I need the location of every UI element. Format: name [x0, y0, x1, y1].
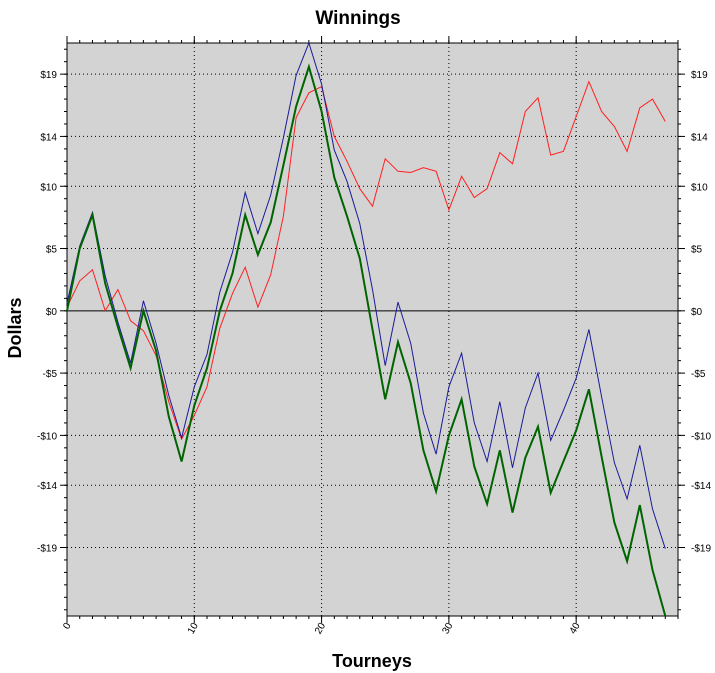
x-tick-label: 30 [440, 621, 455, 637]
y-tick-label-left: -$5 [43, 369, 58, 380]
labels-layer: $19 $19 $14 $14 $10 $10 $5 $5 $0 $0 -$5 -$5 -$10 -$10… [37, 70, 711, 636]
x-tick-label: 10 [186, 621, 201, 637]
series-layer [66, 41, 667, 617]
y-tick-label-right: -$19 [691, 543, 711, 554]
x-tick-label: 40 [568, 621, 583, 637]
y-tick-label-left: -$19 [37, 543, 57, 554]
y-tick-label-right: -$5 [691, 369, 706, 380]
y-tick-label-left: $14 [40, 132, 57, 143]
y-tick-label-right: $19 [691, 70, 708, 81]
y-tick-label-right: $10 [691, 182, 708, 193]
x-tick-label: 20 [313, 621, 328, 637]
y-tick-label-left: $5 [46, 245, 58, 256]
y-tick-label-left: -$10 [37, 431, 57, 442]
y-tick-label-left: $0 [46, 307, 58, 318]
y-tick-label-right: $0 [691, 307, 703, 318]
y-tick-label-right: $5 [691, 245, 703, 256]
y-tick-label-right: $14 [691, 132, 708, 143]
series-line-3 [66, 63, 667, 617]
y-tick-label-left: -$14 [37, 481, 57, 492]
series-line-2 [66, 41, 666, 549]
y-tick-label-left: $10 [40, 182, 57, 193]
y-tick-label-right: -$14 [691, 481, 711, 492]
ticks-layer [60, 36, 685, 623]
x-tick-label: 0 [61, 621, 74, 632]
series-line-1 [66, 80, 666, 441]
grid-layer [67, 43, 678, 616]
y-tick-label-right: -$10 [691, 431, 711, 442]
y-axis-title: Dollars [5, 297, 25, 358]
chart-title: Winnings [315, 8, 400, 29]
x-axis-title: Tourneys [332, 651, 412, 671]
y-tick-label-left: $19 [40, 70, 57, 81]
